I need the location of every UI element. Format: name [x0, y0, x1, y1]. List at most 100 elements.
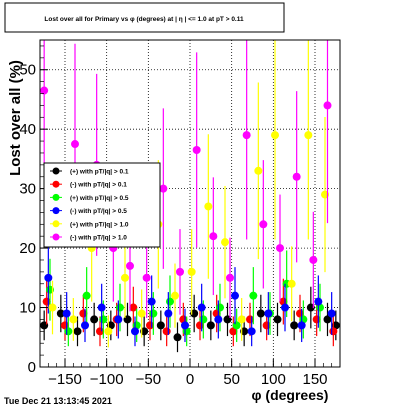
legend-marker [52, 220, 60, 228]
data-point [271, 131, 279, 140]
data-point [181, 321, 189, 330]
data-point [327, 309, 336, 318]
data-point [82, 291, 91, 300]
data-point [156, 321, 165, 330]
series-4 [48, 40, 329, 348]
data-point [40, 86, 49, 95]
data-point [121, 273, 129, 282]
data-point [73, 327, 82, 336]
data-point [231, 291, 239, 300]
data-point [104, 327, 113, 336]
x-axis-label: φ (degrees) [252, 387, 329, 403]
series-3 [44, 242, 336, 347]
data-point [56, 309, 65, 318]
data-point [273, 315, 282, 324]
data-point [90, 315, 99, 324]
data-point [247, 327, 256, 336]
data-point [254, 166, 263, 175]
data-point [64, 327, 73, 336]
data-point [192, 145, 201, 154]
data-point [142, 273, 151, 282]
data-point [229, 327, 238, 336]
x-tick-label: 150 [302, 371, 327, 388]
series-5 [40, 40, 332, 318]
data-point [116, 303, 124, 312]
data-point [176, 267, 184, 276]
data-point [206, 321, 215, 330]
x-tick-label: −150 [48, 371, 82, 388]
legend-marker [52, 180, 60, 188]
data-point [221, 238, 229, 247]
y-tick-label: 0 [28, 359, 36, 376]
data-point [276, 244, 284, 253]
data-point [159, 184, 168, 193]
x-tick-label: 0 [186, 371, 194, 388]
legend-marker [52, 167, 60, 175]
y-tick-label: 10 [19, 300, 36, 317]
y-axis-label: Lost over all (%) [7, 60, 24, 176]
legend-marker [52, 233, 60, 241]
data-point [97, 303, 106, 312]
data-point [329, 327, 338, 336]
x-tick-label: 100 [261, 371, 286, 388]
data-point [137, 309, 146, 318]
data-point [131, 327, 139, 336]
data-point [126, 261, 134, 270]
data-point [81, 321, 89, 330]
legend-label: (+) with pT/|q| > 1.0 [70, 221, 129, 228]
data-point [214, 315, 223, 324]
data-point [173, 333, 182, 342]
data-point [71, 140, 79, 149]
data-point [264, 309, 273, 318]
data-point [149, 309, 158, 318]
data-point [48, 303, 57, 312]
data-point [249, 291, 258, 300]
data-point [216, 303, 224, 312]
footer-timestamp: Tue Dec 21 13:13:45 2021 [4, 396, 112, 406]
plot-area: −150 −100 −50 0 50 100 150 0 10 20 30 40 50 [19, 39, 341, 388]
title-box [4, 2, 285, 33]
data-point [204, 202, 213, 211]
data-point [99, 315, 108, 324]
data-point [309, 255, 318, 264]
y-tick-label: 30 [19, 181, 36, 198]
data-point [187, 267, 196, 276]
data-point [290, 321, 299, 330]
data-point [256, 309, 265, 318]
y-tick-label: 40 [19, 121, 36, 138]
data-point [292, 172, 301, 181]
legend-box [43, 162, 161, 248]
data-point [129, 303, 138, 312]
legend-label: (-) with pT/|q| > 0.1 [70, 182, 127, 189]
legend-label: (+) with pT/|q| > 0.5 [70, 195, 129, 202]
data-point [287, 279, 296, 288]
legend-label: (-) with pT/|q| > 0.5 [70, 208, 127, 215]
data-point [162, 327, 171, 336]
data-point [69, 315, 78, 324]
data-point [44, 273, 53, 282]
data-point [323, 315, 332, 324]
data-point [259, 220, 268, 229]
data-point [242, 131, 251, 140]
x-tick-label: 50 [223, 371, 240, 388]
legend: (+) with pT/|q| > 0.1 (-) with pT/|q| > 0… [43, 162, 161, 248]
x-tick-label: −50 [136, 371, 161, 388]
data-point [314, 297, 323, 306]
data-point [209, 232, 218, 241]
data-point [164, 309, 173, 318]
data-point [147, 297, 156, 306]
x-tick-label: −100 [90, 371, 124, 388]
data-point [197, 303, 206, 312]
data-point [226, 273, 234, 282]
legend-label: (+) with pT/|q| > 0.1 [70, 169, 129, 176]
data-point [237, 315, 246, 324]
data-point [323, 101, 332, 110]
data-point [297, 321, 306, 330]
legend-marker [52, 207, 60, 215]
data-point [62, 309, 71, 318]
legend-label: (-) with pT/|q| > 1.0 [70, 235, 127, 242]
data-point [171, 291, 179, 300]
data-point [304, 131, 313, 140]
chart-title: Lost over all for Primary vs φ (degrees)… [44, 16, 244, 23]
legend-marker [52, 193, 60, 201]
